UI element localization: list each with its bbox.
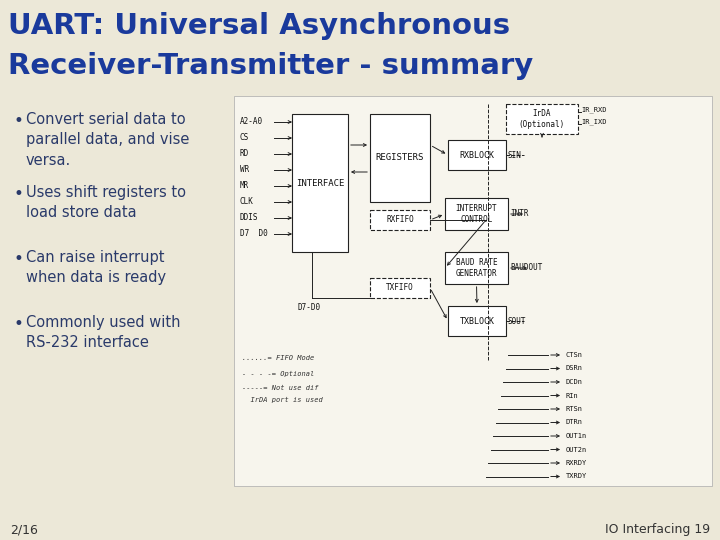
Text: 2/16: 2/16 <box>10 523 38 537</box>
Text: -----= Not use dif: -----= Not use dif <box>242 385 318 391</box>
Bar <box>445 198 508 230</box>
Text: BAUD RATE
GENERATOR: BAUD RATE GENERATOR <box>456 258 498 278</box>
Text: A2-A0: A2-A0 <box>240 118 263 126</box>
Text: INTERFACE: INTERFACE <box>296 179 344 187</box>
Text: RTSn: RTSn <box>566 406 583 412</box>
Bar <box>234 96 712 486</box>
Text: CLK: CLK <box>240 198 254 206</box>
Text: RXFIFO: RXFIFO <box>386 215 414 225</box>
Bar <box>370 278 430 298</box>
Text: - - - -= Optional: - - - -= Optional <box>242 371 314 377</box>
Text: WR: WR <box>240 165 249 174</box>
Text: •: • <box>14 250 24 268</box>
Text: INTERRUPT
CONTROL: INTERRUPT CONTROL <box>456 204 498 224</box>
Text: •: • <box>14 112 24 130</box>
Text: IrDA
(Optional): IrDA (Optional) <box>519 109 565 129</box>
Text: RXRDY: RXRDY <box>566 460 588 466</box>
Text: SIN: SIN <box>508 151 522 159</box>
Text: CS: CS <box>240 133 249 143</box>
Text: TXFIFO: TXFIFO <box>386 284 414 293</box>
Text: DCDn: DCDn <box>566 379 583 385</box>
Text: D7  D0: D7 D0 <box>240 230 268 239</box>
Bar <box>370 114 430 202</box>
Text: IO Interfacing 19: IO Interfacing 19 <box>605 523 710 537</box>
Bar <box>448 140 506 170</box>
Text: •: • <box>14 185 24 203</box>
Text: RIn: RIn <box>566 393 579 399</box>
Text: TXBLOCK: TXBLOCK <box>459 316 495 326</box>
Bar <box>445 252 508 284</box>
Text: D7-D0: D7-D0 <box>297 303 320 312</box>
Text: OUT2n: OUT2n <box>566 447 588 453</box>
Text: DTRn: DTRn <box>566 420 583 426</box>
Text: IR_IXD: IR_IXD <box>581 119 606 125</box>
Bar <box>292 114 348 252</box>
Text: IR_RXD: IR_RXD <box>581 107 606 113</box>
Text: REGISTERS: REGISTERS <box>376 153 424 163</box>
Text: Commonly used with
RS-232 interface: Commonly used with RS-232 interface <box>26 315 181 350</box>
Text: SOUT: SOUT <box>508 316 526 326</box>
Text: BAUDOUT: BAUDOUT <box>510 264 542 273</box>
Text: Convert serial data to
parallel data, and vise
versa.: Convert serial data to parallel data, an… <box>26 112 189 168</box>
Text: RXBLOCK: RXBLOCK <box>459 151 495 159</box>
Text: Receiver-Transmitter - summary: Receiver-Transmitter - summary <box>8 52 534 80</box>
Bar <box>506 104 578 134</box>
Text: UART: Universal Asynchronous: UART: Universal Asynchronous <box>8 12 510 40</box>
Text: IrDA port is used: IrDA port is used <box>242 397 323 403</box>
Bar <box>370 210 430 230</box>
Text: INTR: INTR <box>510 210 528 219</box>
Text: Uses shift registers to
load store data: Uses shift registers to load store data <box>26 185 186 220</box>
Text: DSRn: DSRn <box>566 366 583 372</box>
Text: MR: MR <box>240 181 249 191</box>
Text: Can raise interrupt
when data is ready: Can raise interrupt when data is ready <box>26 250 166 286</box>
Text: CTSn: CTSn <box>566 352 583 358</box>
Text: DDIS: DDIS <box>240 213 258 222</box>
Bar <box>448 306 506 336</box>
Text: OUT1n: OUT1n <box>566 433 588 439</box>
Text: •: • <box>14 315 24 333</box>
Text: TXRDY: TXRDY <box>566 474 588 480</box>
Text: RD: RD <box>240 150 249 159</box>
Text: ......= FIFO Mode: ......= FIFO Mode <box>242 355 314 361</box>
